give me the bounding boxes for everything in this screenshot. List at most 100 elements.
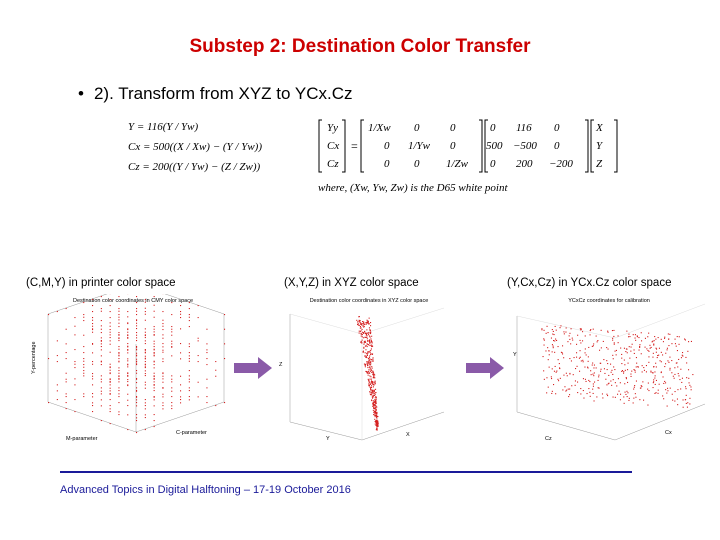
scatter-point <box>584 352 586 354</box>
scatter-point <box>375 423 377 425</box>
scatter-point <box>596 396 598 398</box>
scatter-point <box>83 370 85 372</box>
scatter-point <box>613 342 615 344</box>
scatter-point <box>366 354 368 356</box>
scatter-point <box>373 390 375 392</box>
scatter-point <box>667 360 669 362</box>
scatter-point <box>376 406 378 408</box>
scatter-point <box>127 337 129 339</box>
scatter-point <box>136 370 138 372</box>
scatter-point <box>674 343 676 345</box>
cmy-plot-title: Destination color coordinates in CMY col… <box>73 298 193 304</box>
scatter-point <box>376 413 378 415</box>
scatter-point <box>127 372 129 374</box>
scatter-point <box>604 372 606 374</box>
scatter-point <box>360 332 362 334</box>
scatter-point <box>136 378 138 380</box>
scatter-point <box>370 344 372 346</box>
scatter-point <box>601 393 603 395</box>
scatter-point <box>127 414 129 416</box>
scatter-point <box>607 395 609 397</box>
scatter-point <box>197 337 199 339</box>
scatter-point <box>612 373 614 375</box>
scatter-point <box>666 405 668 407</box>
scatter-point <box>372 392 374 394</box>
scatter-point <box>553 370 555 372</box>
scatter-point <box>118 361 120 363</box>
scatter-point <box>206 364 208 366</box>
scatter-point <box>371 371 373 373</box>
scatter-point <box>580 342 582 344</box>
scatter-point <box>361 328 363 330</box>
scatter-point <box>656 357 658 359</box>
scatter-point <box>374 374 376 376</box>
scatter-point <box>376 428 378 430</box>
scatter-point <box>372 370 374 372</box>
scatter-point <box>118 334 120 336</box>
scatter-point <box>376 422 378 424</box>
scatter-point <box>83 352 85 354</box>
scatter-point <box>136 361 138 363</box>
scatter-point <box>628 336 630 338</box>
scatter-point <box>153 378 155 380</box>
scatter-point <box>548 354 550 356</box>
scatter-point <box>375 405 377 407</box>
cmy-y-axis-label: C-parameter <box>176 430 207 436</box>
m1-cell: 0 <box>384 140 390 152</box>
scatter-point <box>153 405 155 407</box>
scatter-point <box>74 411 76 413</box>
plot-axis-line <box>516 315 616 339</box>
scatter-point <box>365 349 367 351</box>
scatter-point <box>83 393 85 395</box>
scatter-point <box>74 384 76 386</box>
scatter-point <box>118 414 120 416</box>
scatter-point <box>180 399 182 401</box>
scatter-point <box>356 319 358 321</box>
xyz-z-axis-label: Z <box>279 362 283 368</box>
scatter-point <box>551 378 553 380</box>
scatter-point <box>660 338 662 340</box>
scatter-point <box>153 396 155 398</box>
scatter-point <box>667 387 669 389</box>
scatter-point <box>162 387 164 389</box>
scatter-point <box>127 358 129 360</box>
scatter-point <box>162 358 164 360</box>
scatter-point <box>375 405 377 407</box>
scatter-point <box>118 375 120 377</box>
scatter-point <box>671 393 673 395</box>
scatter-point <box>162 402 164 404</box>
scatter-point <box>136 349 138 351</box>
scatter-point <box>584 366 586 368</box>
scatter-point <box>598 387 600 389</box>
scatter-point <box>375 421 377 423</box>
scatter-point <box>136 417 138 419</box>
scatter-point <box>374 399 376 401</box>
scatter-point <box>592 345 594 347</box>
scatter-point <box>180 384 182 386</box>
scatter-point <box>565 390 567 392</box>
scatter-point <box>376 415 378 417</box>
scatter-point <box>372 391 374 393</box>
scatter-point <box>224 328 226 330</box>
scatter-point <box>362 351 364 353</box>
plot-axis-line <box>164 294 225 315</box>
scatter-point <box>92 402 94 404</box>
scatter-point <box>127 379 129 381</box>
scatter-point <box>657 392 659 394</box>
scatter-point <box>373 407 375 409</box>
scatter-point <box>188 316 190 318</box>
scatter-point <box>360 330 362 332</box>
scatter-point <box>590 370 592 372</box>
scatter-point <box>153 361 155 363</box>
scatter-point <box>375 400 377 402</box>
scatter-point <box>136 348 138 350</box>
scatter-point <box>65 381 67 383</box>
scatter-point <box>582 378 584 380</box>
scatter-point <box>118 308 120 310</box>
scatter-point <box>366 319 368 321</box>
scatter-point <box>606 360 608 362</box>
scatter-point <box>369 372 371 374</box>
scatter-point <box>555 371 557 373</box>
scatter-point <box>560 351 562 353</box>
scatter-point <box>657 389 659 391</box>
